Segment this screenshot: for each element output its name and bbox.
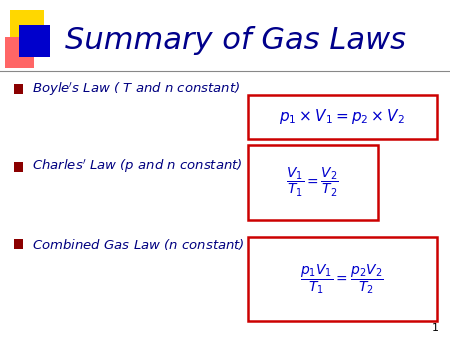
FancyBboxPatch shape (248, 95, 436, 139)
Text: Summary of Gas Laws: Summary of Gas Laws (65, 26, 406, 55)
FancyBboxPatch shape (248, 145, 378, 220)
Text: Charles$'$ Law ($\mathit{p}$ and $\mathit{n}$ constant): Charles$'$ Law ($\mathit{p}$ and $\mathi… (32, 158, 242, 175)
Text: Boyle$'$s Law ( $\mathit{T}$ and $\mathit{n}$ constant): Boyle$'$s Law ( $\mathit{T}$ and $\mathi… (32, 80, 240, 98)
Bar (14, 239, 23, 249)
Text: Combined Gas Law ($\mathit{n}$ constant): Combined Gas Law ($\mathit{n}$ constant) (32, 237, 244, 252)
Text: $\dfrac{\mathit{p_1}\mathit{V_1}}{\mathit{T_1}} = \dfrac{\mathit{p_2}\mathit{V_2: $\dfrac{\mathit{p_1}\mathit{V_1}}{\mathi… (300, 262, 384, 296)
Bar (19, 25, 50, 57)
FancyBboxPatch shape (248, 237, 436, 321)
Bar (10, 10, 44, 42)
Bar (4, 37, 34, 68)
Bar (14, 84, 23, 94)
Text: $\mathit{p_1} \times \mathit{V_1} = \mathit{p_2} \times \mathit{V_2}$: $\mathit{p_1} \times \mathit{V_1} = \mat… (279, 107, 405, 126)
Text: $\dfrac{\mathit{V_1}}{\mathit{T_1}} = \dfrac{\mathit{V_2}}{\mathit{T_2}}$: $\dfrac{\mathit{V_1}}{\mathit{T_1}} = \d… (286, 166, 339, 199)
Text: 1: 1 (432, 323, 439, 333)
Bar (14, 162, 23, 172)
